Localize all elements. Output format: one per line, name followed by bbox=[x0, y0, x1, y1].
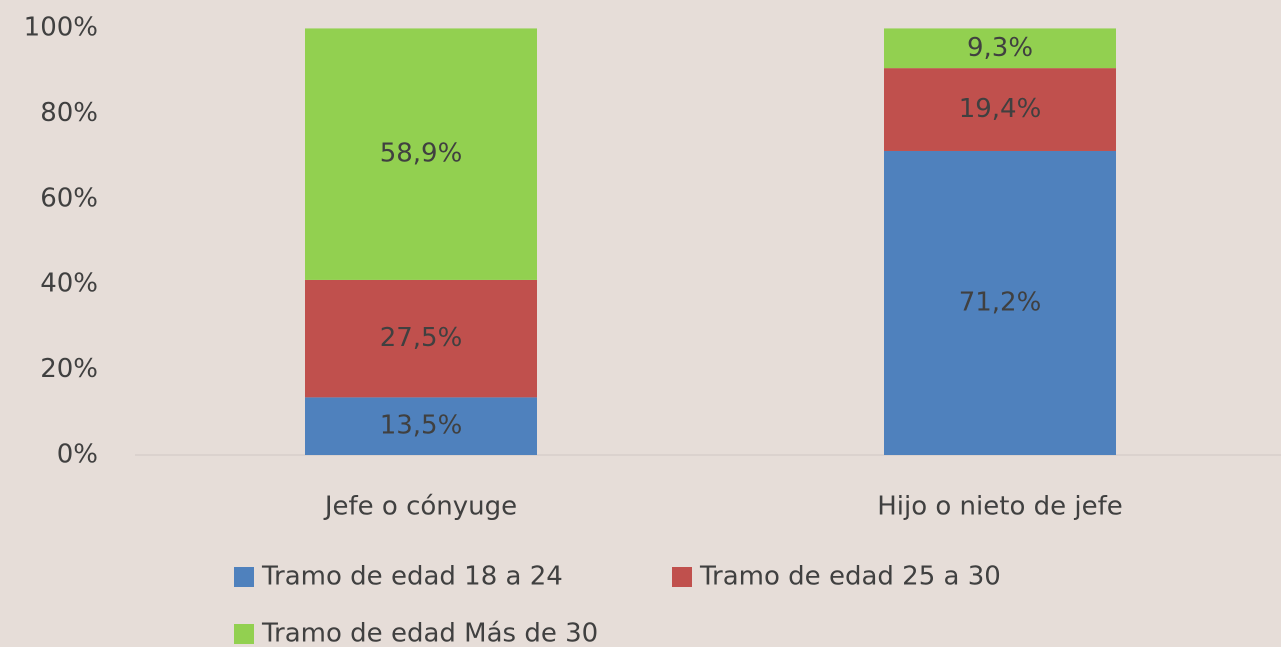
y-tick-label: 80% bbox=[40, 98, 98, 128]
bar-segment bbox=[305, 397, 537, 455]
y-tick-label: 100% bbox=[24, 13, 98, 43]
data-label: 9,3% bbox=[967, 33, 1033, 63]
legend-swatch bbox=[234, 624, 254, 644]
x-tick-label: Hijo o nieto de jefe bbox=[877, 492, 1123, 522]
data-label: 13,5% bbox=[380, 411, 463, 441]
legend-swatch bbox=[672, 567, 692, 587]
legend-label: Tramo de edad 25 a 30 bbox=[699, 562, 1001, 592]
data-label: 19,4% bbox=[959, 94, 1042, 124]
bar-segment bbox=[884, 28, 1116, 69]
x-tick-label: Jefe o cónyuge bbox=[323, 492, 517, 522]
y-tick-label: 0% bbox=[57, 440, 98, 470]
bar-segment bbox=[305, 279, 537, 398]
data-label: 58,9% bbox=[380, 139, 463, 169]
legend-swatch bbox=[234, 567, 254, 587]
data-label: 71,2% bbox=[959, 287, 1042, 317]
legend-label: Tramo de edad 18 a 24 bbox=[261, 562, 563, 592]
y-tick-label: 40% bbox=[40, 269, 98, 299]
bar-segment bbox=[884, 150, 1116, 455]
bar-segment bbox=[305, 28, 537, 280]
data-label: 27,5% bbox=[380, 323, 463, 353]
y-tick-label: 60% bbox=[40, 183, 98, 213]
bar-segment bbox=[884, 68, 1116, 151]
legend-label: Tramo de edad Más de 30 bbox=[261, 619, 598, 647]
y-tick-label: 20% bbox=[40, 354, 98, 384]
